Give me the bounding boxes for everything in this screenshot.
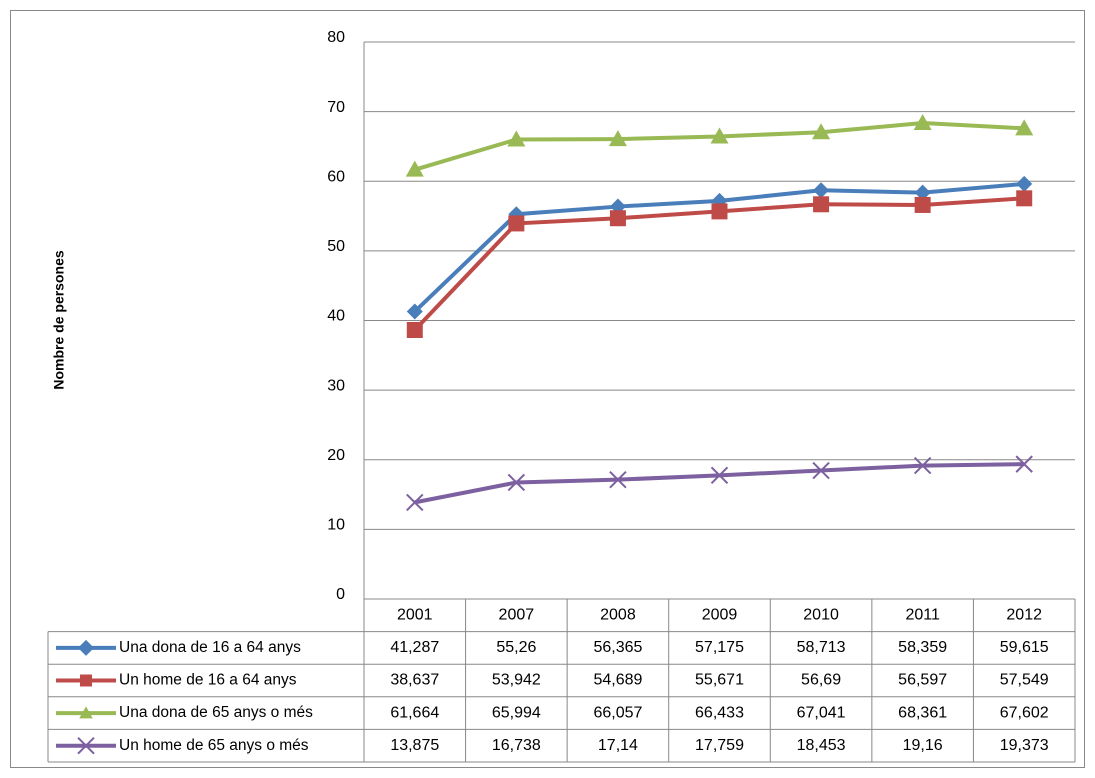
legend-marker (78, 639, 94, 656)
y-tick-label: 80 (327, 29, 345, 46)
x-tick-label: 2011 (905, 607, 940, 624)
y-tick-label: 10 (327, 517, 345, 534)
legend-label: Un home de 16 a 64 anys (119, 672, 297, 689)
legend-label: Una dona de 65 anys o més (119, 704, 313, 721)
table-value: 68,361 (898, 704, 947, 721)
table-value: 65,994 (492, 704, 541, 721)
data-point (406, 493, 424, 512)
data-point (1016, 175, 1033, 192)
data-point (913, 114, 932, 131)
table-value: 55,671 (695, 672, 744, 689)
data-point (813, 196, 830, 213)
table-value: 67,041 (797, 704, 846, 721)
data-point (1016, 190, 1033, 207)
data-point (406, 321, 423, 338)
legend-marker (77, 736, 95, 755)
table-value: 66,433 (695, 704, 744, 721)
data-point (508, 215, 525, 232)
x-tick-label: 2009 (702, 607, 738, 624)
data-point (812, 461, 830, 480)
table-value: 56,365 (593, 639, 642, 656)
data-point (1015, 455, 1033, 473)
table-value: 56,69 (801, 672, 841, 689)
y-tick-label: 60 (327, 168, 345, 185)
data-point (405, 160, 424, 177)
data-point (406, 303, 423, 320)
data-point (711, 203, 728, 220)
data-point (710, 466, 729, 485)
y-tick-label: 20 (327, 447, 345, 464)
data-point (710, 127, 729, 144)
table-value: 56,597 (898, 672, 947, 689)
table-value: 38,637 (390, 672, 439, 689)
x-tick-label: 2012 (1006, 607, 1042, 624)
table-value: 16,738 (492, 737, 541, 754)
data-point (813, 182, 830, 199)
legend-marker (79, 706, 93, 719)
y-tick-label: 40 (327, 308, 345, 325)
y-tick-label: 30 (327, 377, 345, 394)
table-value: 57,175 (695, 639, 744, 656)
x-tick-label: 2010 (803, 607, 839, 624)
y-tick-label: 50 (327, 238, 345, 255)
x-tick-label: 2007 (499, 607, 535, 624)
x-tick-label: 2008 (600, 607, 636, 624)
data-point (507, 473, 526, 492)
table-value: 57,549 (1000, 672, 1049, 689)
x-tick-label: 2001 (397, 607, 433, 624)
table-value: 19,373 (1000, 737, 1049, 754)
y-tick-label: 70 (327, 99, 345, 116)
table-value: 58,713 (797, 639, 846, 656)
table-value: 19,16 (903, 737, 943, 754)
legend-marker (80, 674, 92, 687)
table-value: 17,14 (598, 737, 638, 754)
legend-label: Una dona de 16 a 64 anys (119, 639, 301, 656)
table-value: 55,26 (496, 639, 536, 656)
table-value: 41,287 (390, 639, 439, 656)
table-value: 66,057 (593, 704, 642, 721)
data-point (812, 123, 831, 140)
data-point (913, 456, 932, 475)
table-value: 61,664 (390, 704, 439, 721)
data-point (1015, 119, 1034, 136)
data-point (507, 130, 526, 147)
table-value: 17,759 (695, 737, 744, 754)
table-value: 13,875 (390, 737, 439, 754)
data-point (608, 130, 627, 147)
table-value: 67,602 (1000, 704, 1049, 721)
data-point (914, 196, 931, 213)
table-value: 54,689 (593, 672, 642, 689)
data-point (609, 470, 627, 489)
legend-label: Un home de 65 anys o més (119, 737, 309, 754)
table-value: 18,453 (797, 737, 846, 754)
y-axis-label: Nombre de persones (51, 250, 67, 389)
chart-frame (10, 10, 1085, 768)
y-tick-label: 0 (336, 586, 345, 603)
table-value: 53,942 (492, 672, 541, 689)
data-point (914, 184, 931, 201)
table-value: 58,359 (898, 639, 947, 656)
table-value: 59,615 (1000, 639, 1049, 656)
data-point (609, 210, 626, 227)
